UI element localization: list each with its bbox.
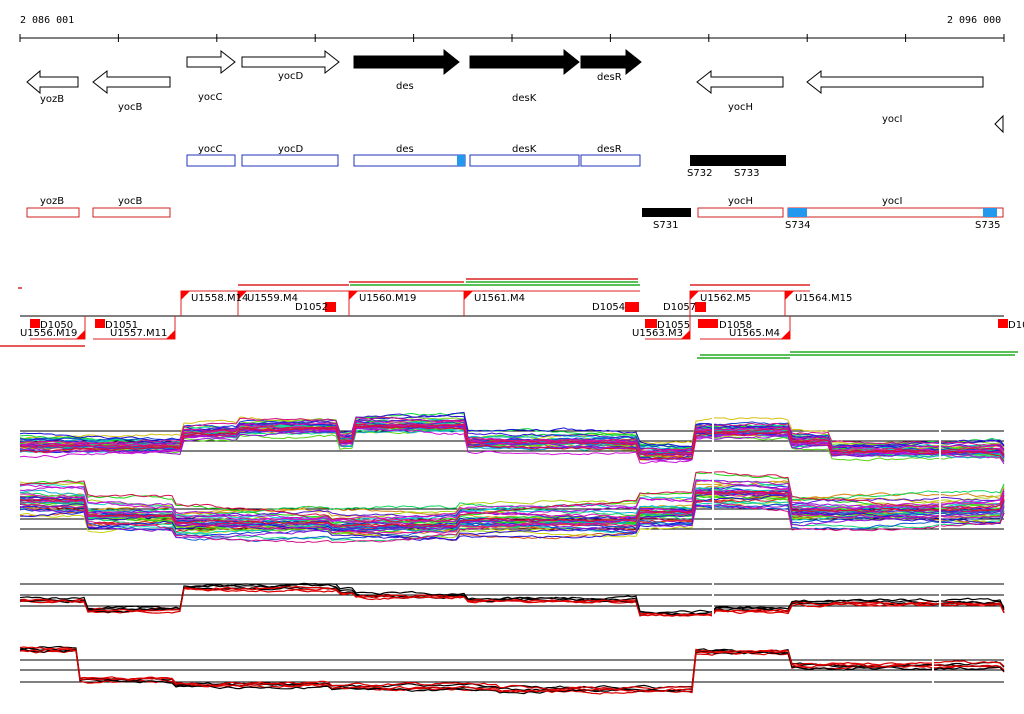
gene-arrow-yocC[interactable] <box>186 49 236 75</box>
feature-U1562-M5[interactable]: U1562.M5 <box>700 293 751 304</box>
expression-profile-line <box>19 500 1005 544</box>
expression-panel-reverse-multi <box>19 471 1005 544</box>
feature-D1050[interactable]: D1050 <box>40 320 73 331</box>
expression-profile-line <box>19 587 1005 617</box>
gene-arrow-yocI[interactable] <box>806 69 984 95</box>
reverse-annotation-track: yozB yocB S731 yocH yocI S734 S735 <box>26 196 1004 231</box>
box-desK[interactable] <box>469 154 580 167</box>
expression-profile-line <box>19 648 1005 695</box>
gene-label-yocH: yocH <box>728 102 753 113</box>
gene-label-yocC: yocC <box>198 92 223 103</box>
gene-label-desK: desK <box>512 93 537 104</box>
box-label-des: des <box>396 144 414 155</box>
box-yocC[interactable] <box>186 154 236 167</box>
box-des[interactable] <box>353 154 466 167</box>
segment-S732-S733[interactable] <box>690 155 786 166</box>
expression-profile-line <box>19 582 1005 616</box>
expression-panel-reverse-summary <box>19 645 1005 695</box>
box-label-desR: desR <box>597 144 622 155</box>
feature-U1556-M19[interactable]: U1556.M19 <box>20 328 77 339</box>
feature-U1560-M19[interactable]: U1560.M19 <box>359 293 416 304</box>
feature-U1561-M4[interactable]: U1561.M4 <box>474 293 525 304</box>
box-yocH[interactable] <box>697 207 784 218</box>
segment-label-S732: S732 <box>687 168 712 179</box>
gene-arrow-desR[interactable] <box>580 48 642 76</box>
gene-arrow-yocB[interactable] <box>92 69 171 95</box>
segment-label-S731: S731 <box>653 220 678 231</box>
feature-D1055[interactable]: D1055 <box>657 320 690 331</box>
ruler-start-label: 2 086 001 <box>20 15 74 26</box>
feature-D1054[interactable]: D1054 <box>592 302 625 313</box>
expression-profile-line <box>19 648 1005 693</box>
expression-profile-line <box>19 645 1005 690</box>
expression-profile-line <box>19 490 1005 527</box>
gene-arrow-yozB[interactable] <box>26 69 79 95</box>
box-yozB[interactable] <box>26 207 80 218</box>
gene-arrow-desK[interactable] <box>469 48 580 76</box>
forward-annotation-track: yocC yocD des desK desR S732 S733 <box>186 144 786 179</box>
gene-arrow-yocD[interactable] <box>241 49 340 75</box>
box-yocD[interactable] <box>241 154 339 167</box>
segment-label-S735: S735 <box>975 220 1000 231</box>
box-label-yozB: yozB <box>40 196 64 207</box>
expression-profile-line <box>19 425 1005 462</box>
feature-U1558-M14[interactable]: U1558.M14 <box>191 293 248 304</box>
feature-D1051[interactable]: D1051 <box>105 320 138 331</box>
gene-label-desR: desR <box>597 72 622 83</box>
gene-label-yozB: yozB <box>40 94 64 105</box>
box-yocB[interactable] <box>92 207 171 218</box>
expression-profile-line <box>19 491 1005 528</box>
expression-profile-line <box>19 471 1005 523</box>
expression-profile-line <box>19 501 1005 537</box>
expression-profile-line <box>19 494 1005 541</box>
gene-track: yozB yocB yocC yocD des desK desR yocH y… <box>26 48 1004 134</box>
feature-U1559-M4[interactable]: U1559.M4 <box>247 293 298 304</box>
box-label-yocB: yocB <box>118 196 143 207</box>
ruler-end-label: 2 096 000 <box>947 15 1001 26</box>
box-desR[interactable] <box>580 154 641 167</box>
feature-D10[interactable]: D10 <box>1008 320 1024 331</box>
box-label-yocC: yocC <box>198 144 223 155</box>
box-label-desK: desK <box>512 144 537 155</box>
expression-profile-line <box>19 649 1005 695</box>
expression-profile-line <box>19 479 1005 525</box>
segment-S731[interactable] <box>642 208 691 217</box>
expression-profile-line <box>19 423 1005 455</box>
gene-arrow-yocH[interactable] <box>696 69 784 95</box>
feature-U1564-M15[interactable]: U1564.M15 <box>795 293 852 304</box>
box-label-yocI: yocI <box>882 196 902 207</box>
feature-D1058[interactable]: D1058 <box>719 320 752 331</box>
gene-label-yocI: yocI <box>882 114 902 125</box>
feature-U1557-M11[interactable]: U1557.M11 <box>110 328 167 339</box>
box-yocI[interactable] <box>787 207 1004 218</box>
segment-label-S734: S734 <box>785 220 810 231</box>
gene-label-yocB: yocB <box>118 102 143 113</box>
box-label-yocD: yocD <box>278 144 304 155</box>
gene-label-yocD: yocD <box>278 71 304 82</box>
feature-D1057[interactable]: D1057 <box>663 302 696 313</box>
expression-profile-line <box>19 416 1005 451</box>
coordinate-ruler: 2 086 001 2 096 000 <box>19 15 1005 42</box>
feature-D1052[interactable]: D1052 <box>295 302 328 313</box>
expression-panel-forward-multi <box>19 411 1005 465</box>
expression-profile-line <box>19 497 1005 543</box>
gene-arrow-des[interactable] <box>353 48 460 76</box>
expression-profile-line <box>19 423 1005 456</box>
feature-track: U1558.M14 U1559.M4 D1052 U1560.M19 U1561… <box>0 278 1024 359</box>
gene-label-des: des <box>396 81 414 92</box>
expression-profile-line <box>19 489 1005 523</box>
feature-U1563-M3[interactable]: U1563.M3 <box>632 328 683 339</box>
feature-U1565-M4[interactable]: U1565.M4 <box>729 328 780 339</box>
segment-label-S733: S733 <box>734 168 759 179</box>
expression-panel-forward-summary <box>19 582 1005 617</box>
gene-arrow-partial[interactable] <box>994 114 1004 134</box>
box-label-yocH: yocH <box>728 196 753 207</box>
